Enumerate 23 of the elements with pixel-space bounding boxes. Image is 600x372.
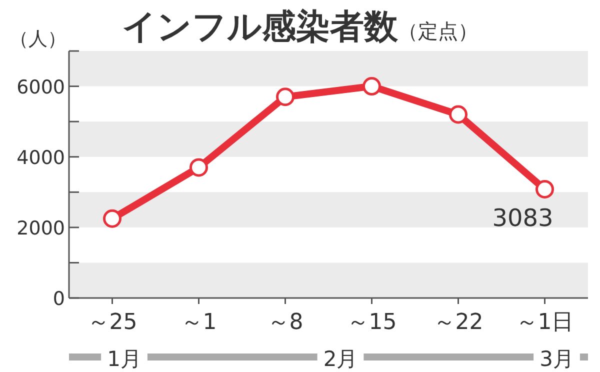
chart-subtitle: （定点） <box>398 19 478 43</box>
point <box>536 180 554 198</box>
text: 3月 <box>540 347 574 371</box>
text: 2月 <box>323 347 358 371</box>
y-tick-label: 2000 <box>16 217 65 240</box>
y-tick-label: 6000 <box>16 76 65 98</box>
x-tick-label: ～25 <box>87 310 138 335</box>
text: 1月 <box>107 347 142 371</box>
y-tick-label: 0 <box>52 288 65 310</box>
point <box>362 77 381 96</box>
x-tick-label: ～15 <box>346 310 397 335</box>
point <box>190 158 208 177</box>
data-label: 3083 <box>492 204 554 232</box>
x-tick-label: ～8 <box>267 310 304 335</box>
x-tick-label: ～1日 <box>516 310 574 335</box>
x-tick-label: ～22 <box>433 310 484 335</box>
point <box>449 105 468 124</box>
y-axis-title: （人） <box>10 28 66 50</box>
chart-title: インフル感染者数 <box>122 7 399 47</box>
point <box>276 88 294 106</box>
x-tick-label: ～1 <box>180 310 217 335</box>
y-tick-label: 4000 <box>16 146 65 169</box>
point <box>103 209 122 228</box>
